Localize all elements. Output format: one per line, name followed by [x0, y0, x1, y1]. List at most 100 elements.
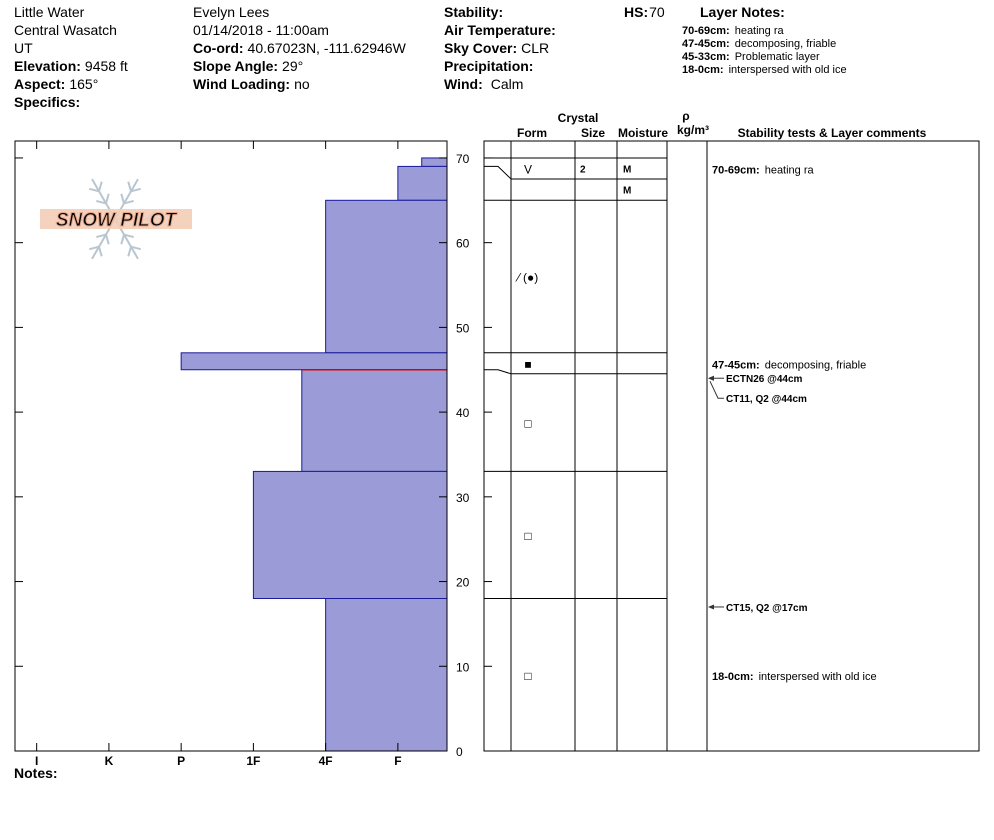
header-field: HS:70	[624, 4, 665, 20]
logo-flake	[89, 187, 100, 193]
layer-note: 70-69cm: heating ra	[682, 25, 785, 37]
hardness-bar	[397, 165, 448, 201]
grain-form: ⁄ (●)	[515, 271, 539, 285]
stability-test: CT11, Q2 @44cm	[726, 394, 807, 405]
header-text: 01/14/2018 - 11:00am	[193, 22, 329, 38]
x-tick-label: K	[105, 754, 114, 768]
field-label: Slope Angle:	[193, 58, 278, 74]
moisture: M	[623, 164, 631, 175]
field-value: Calm	[491, 76, 524, 92]
comment-text: interspersed with old ice	[759, 671, 877, 683]
layer-note: 45-33cm: Problematic layer	[682, 51, 820, 63]
field-label: Aspect:	[14, 76, 65, 92]
table-header: Moisture	[618, 126, 668, 140]
header-field: Co-ord: 40.67023N, -111.62946W	[193, 40, 407, 56]
header-field: Specifics:	[14, 94, 80, 110]
field-value: 165°	[69, 76, 98, 92]
header-text: Little Water	[14, 4, 85, 20]
field-label: Stability:	[444, 4, 503, 20]
x-tick-label: F	[394, 754, 401, 768]
test-arrowhead	[708, 604, 714, 610]
field-label: HS:	[624, 4, 648, 20]
comment-range: 70-69cm:	[712, 164, 760, 176]
logo-flake	[130, 245, 141, 251]
header-field: Aspect: 165°	[14, 76, 98, 92]
logo-flake	[130, 187, 141, 193]
logo-flake	[123, 199, 134, 205]
hardness-bar	[301, 369, 448, 472]
grain-form: □	[524, 529, 531, 543]
table-header: Crystal	[558, 111, 599, 125]
grain-form: □	[524, 669, 531, 683]
header-field: Wind Loading: no	[193, 76, 310, 92]
y-tick-label: 10	[456, 660, 470, 674]
field-label: Specifics:	[14, 94, 80, 110]
layer-note-range: 45-33cm:	[682, 51, 730, 63]
layer-connector	[484, 165, 512, 180]
comment-text: heating ra	[765, 164, 815, 176]
field-value: 70	[649, 4, 665, 20]
logo-flake	[120, 234, 125, 245]
comment-range: 47-45cm:	[712, 359, 760, 371]
field-value: 29°	[282, 58, 303, 74]
logo-flake	[123, 233, 134, 239]
header-text: Central Wasatch	[14, 22, 117, 38]
layer-comment: 70-69cm: heating ra	[712, 164, 815, 176]
layer-note-range: 47-45cm:	[682, 38, 730, 50]
header-field: Slope Angle: 29°	[193, 58, 303, 74]
layer-note-text: heating ra	[735, 25, 785, 37]
logo-flake	[98, 246, 103, 257]
y-tick-label: 0	[456, 745, 463, 759]
y-tick-label: 60	[456, 237, 470, 251]
field-value: CLR	[521, 40, 549, 56]
hardness-bar	[252, 470, 448, 599]
logo-flake	[127, 181, 132, 192]
table-header: Size	[581, 126, 605, 140]
y-tick-label: 20	[456, 576, 470, 590]
logo-text: SNOW PILOT	[56, 210, 178, 231]
layer-connector	[484, 369, 512, 375]
header-field: Sky Cover: CLR	[444, 40, 549, 56]
field-label: Co-ord:	[193, 40, 244, 56]
x-tick-label: P	[177, 754, 185, 768]
grain-size: 2	[580, 164, 586, 175]
logo-flake	[89, 245, 100, 251]
hardness-bar	[421, 157, 448, 167]
header-field: Wind: Calm	[444, 76, 523, 92]
test-arrow	[709, 381, 724, 399]
layer-note: 47-45cm: decomposing, friable	[682, 38, 836, 50]
header-text: Evelyn Lees	[193, 4, 269, 20]
layer-notes-title: Layer Notes:	[700, 4, 785, 20]
test-arrowhead	[708, 375, 714, 381]
logo-flake	[127, 246, 132, 257]
hardness-bar	[325, 598, 448, 752]
comment-range: 18-0cm:	[712, 671, 754, 683]
header-field: Precipitation:	[444, 58, 533, 74]
layer-note-text: interspersed with old ice	[729, 64, 847, 76]
table-header: Stability tests & Layer comments	[738, 126, 927, 140]
hardness-bar	[180, 352, 448, 371]
comment-text: decomposing, friable	[765, 359, 867, 371]
grain-form: □	[524, 417, 531, 431]
header-field: Air Temperature:	[444, 22, 556, 38]
x-tick-label: 1F	[246, 754, 260, 768]
table-header: ρ	[682, 109, 689, 123]
grain-form: ■	[524, 357, 531, 371]
field-value: no	[294, 76, 310, 92]
grain-form: V	[524, 162, 532, 176]
field-label: Precipitation:	[444, 58, 533, 74]
header-text: UT	[14, 40, 33, 56]
y-tick-label: 40	[456, 406, 470, 420]
logo-band	[40, 209, 192, 229]
logo-flake	[96, 199, 107, 205]
x-tick-label: I	[35, 754, 38, 768]
field-label: Wind Loading:	[193, 76, 290, 92]
logo-flake	[105, 193, 110, 204]
layer-note-text: decomposing, friable	[735, 38, 837, 50]
field-label: Elevation:	[14, 58, 81, 74]
field-value: 9458 ft	[85, 58, 128, 74]
plot-frame	[14, 140, 448, 752]
layer-comment: 18-0cm: interspersed with old ice	[712, 671, 877, 683]
field-label: Sky Cover:	[444, 40, 517, 56]
